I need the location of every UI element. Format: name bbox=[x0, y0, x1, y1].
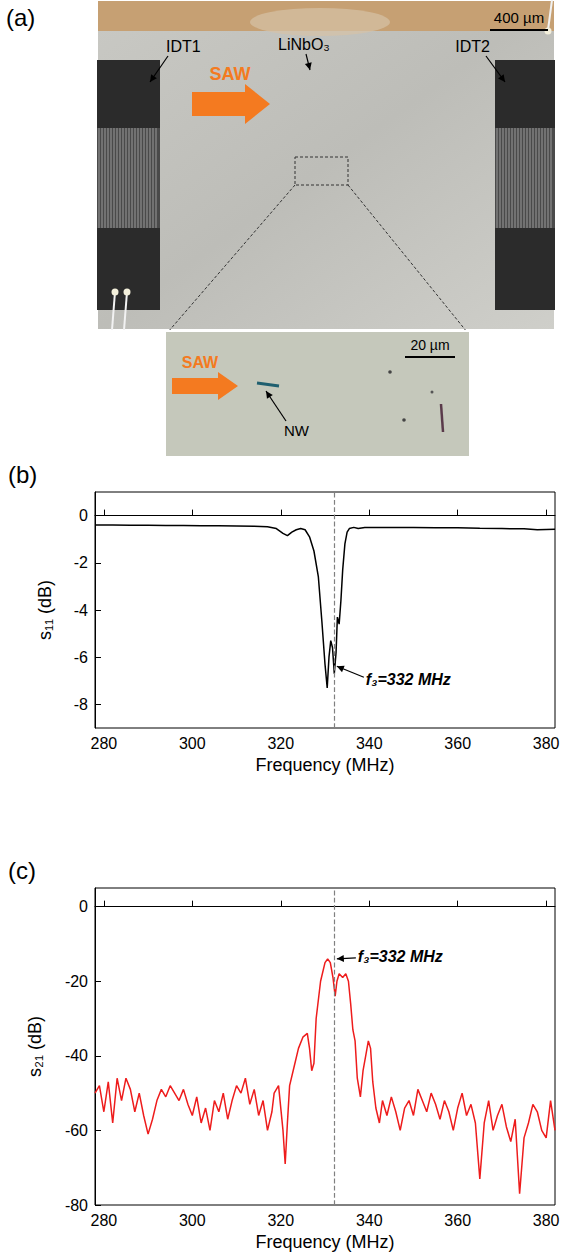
svg-text:-4: -4 bbox=[74, 602, 88, 619]
svg-text:Frequency (MHz): Frequency (MHz) bbox=[255, 755, 394, 775]
svg-text:280: 280 bbox=[90, 1212, 117, 1229]
svg-text:-40: -40 bbox=[65, 1047, 88, 1064]
svg-text:380: 380 bbox=[533, 1212, 560, 1229]
svg-text:-2: -2 bbox=[74, 554, 88, 571]
svg-text:380: 380 bbox=[533, 735, 560, 752]
svg-text:320: 320 bbox=[267, 1212, 294, 1229]
svg-text:340: 340 bbox=[356, 1212, 383, 1229]
svg-text:Frequency (MHz): Frequency (MHz) bbox=[255, 1232, 394, 1252]
svg-text:IDT1: IDT1 bbox=[166, 38, 201, 55]
svg-text:-60: -60 bbox=[65, 1122, 88, 1139]
svg-text:20 µm: 20 µm bbox=[410, 337, 449, 353]
svg-text:340: 340 bbox=[356, 735, 383, 752]
svg-text:-80: -80 bbox=[65, 1197, 88, 1214]
svg-text:-8: -8 bbox=[74, 696, 88, 713]
svg-text:(a): (a) bbox=[6, 4, 35, 31]
svg-text:280: 280 bbox=[90, 735, 117, 752]
svg-text:0: 0 bbox=[79, 898, 88, 915]
svg-text:(b): (b) bbox=[8, 461, 37, 488]
svg-text:f₃=332 MHz: f₃=332 MHz bbox=[366, 671, 451, 688]
svg-text:300: 300 bbox=[179, 735, 206, 752]
svg-text:s₂₁ (dB): s₂₁ (dB) bbox=[25, 1016, 45, 1077]
svg-text:360: 360 bbox=[444, 735, 471, 752]
svg-text:IDT2: IDT2 bbox=[455, 38, 490, 55]
svg-text:-6: -6 bbox=[74, 649, 88, 666]
svg-text:300: 300 bbox=[179, 1212, 206, 1229]
svg-text:-20: -20 bbox=[65, 973, 88, 990]
svg-text:0: 0 bbox=[79, 507, 88, 524]
svg-text:(c): (c) bbox=[8, 857, 36, 884]
svg-text:s₁₁ (dB): s₁₁ (dB) bbox=[35, 580, 55, 640]
svg-text:320: 320 bbox=[267, 735, 294, 752]
svg-text:f₃=332 MHz: f₃=332 MHz bbox=[358, 948, 443, 965]
svg-text:LiNbO₃: LiNbO₃ bbox=[278, 36, 330, 53]
svg-text:SAW: SAW bbox=[182, 354, 219, 371]
svg-text:400 µm: 400 µm bbox=[494, 9, 544, 26]
svg-text:NW: NW bbox=[284, 422, 310, 439]
svg-text:SAW: SAW bbox=[209, 64, 250, 84]
svg-text:360: 360 bbox=[444, 1212, 471, 1229]
